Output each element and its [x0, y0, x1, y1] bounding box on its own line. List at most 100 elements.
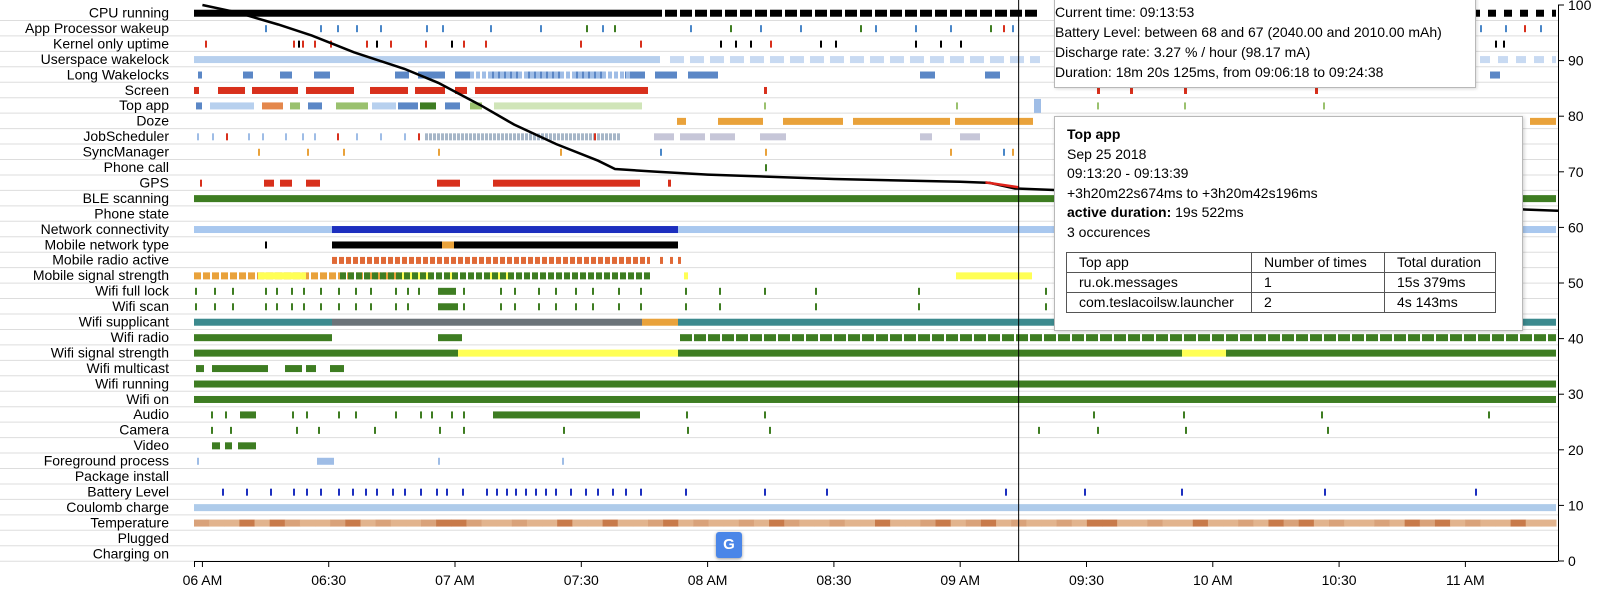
timeline-bar [380, 133, 382, 141]
timeline-bar [262, 102, 283, 110]
top-app-table: Top app Number of times Total duration r… [1066, 252, 1496, 313]
timeline-bar [1010, 56, 1024, 64]
timeline-bar [439, 426, 441, 434]
summary-tooltip: Current time: 09:13:53 Battery Level: be… [1054, 0, 1476, 88]
timeline-bar [195, 287, 197, 295]
timeline-bar [511, 519, 528, 527]
timeline-bar [1072, 334, 1084, 342]
timeline-bar [476, 71, 480, 79]
timeline-bar [280, 179, 292, 187]
timeline-bar [1016, 334, 1028, 342]
timeline-bar [1296, 334, 1308, 342]
timeline-bar [1478, 334, 1490, 342]
timeline-bar [720, 40, 722, 48]
timeline-bar [489, 133, 492, 141]
timeline-bar [1323, 102, 1325, 110]
timeline-bar [890, 519, 906, 527]
timeline-bar [640, 256, 645, 264]
timeline-bar [620, 272, 626, 280]
timeline-bar [1147, 519, 1164, 527]
timeline-bar [722, 334, 734, 342]
timeline-bar [336, 102, 368, 110]
timeline-bar [1002, 334, 1014, 342]
timeline-bar [416, 256, 421, 264]
timeline-bar [306, 179, 320, 187]
timeline-bar [270, 488, 272, 496]
table-cell: 2 [1251, 292, 1385, 313]
timeline-bar [538, 303, 540, 311]
timeline-bar [472, 256, 477, 264]
timeline-bar [317, 457, 334, 465]
tooltip-offset-range: +3h20m22s674ms to +3h20m42s196ms [1067, 184, 1318, 201]
timeline-bar [764, 488, 766, 496]
timeline-bar [612, 272, 618, 280]
timeline-bar [332, 318, 642, 326]
timeline-bar [644, 272, 650, 280]
timeline-bar [1324, 488, 1326, 496]
timeline-bar [1071, 519, 1088, 527]
timeline-bar [1450, 334, 1462, 342]
timeline-bar [436, 519, 452, 527]
timeline-bar [684, 272, 688, 280]
timeline-bar [404, 133, 406, 141]
timeline-bar [194, 195, 1556, 203]
timeline-bar [1117, 519, 1133, 527]
timeline-bar [330, 365, 344, 373]
timeline-bar [340, 272, 346, 280]
timeline-bar [680, 133, 705, 141]
timeline-bar [719, 287, 721, 295]
timeline-bar [572, 71, 576, 79]
timeline-bar [486, 256, 491, 264]
timeline-bar [224, 519, 240, 527]
timeline-bar [1436, 334, 1448, 342]
timeline-bar [311, 272, 318, 280]
timeline-bar [764, 334, 776, 342]
timeline-bar [918, 334, 930, 342]
timeline-bar [239, 519, 256, 527]
timeline-bar [395, 411, 397, 419]
timeline-bar [1329, 519, 1345, 527]
timeline-bar [1404, 519, 1421, 527]
timeline-bar [562, 457, 564, 465]
timeline-bar [477, 133, 480, 141]
timeline-bar [1324, 334, 1336, 342]
row-label: Mobile network type [44, 236, 169, 252]
timeline-bar [418, 133, 420, 141]
row-label: JobScheduler [83, 128, 169, 144]
row-label: Video [133, 437, 169, 453]
timeline-bar [950, 148, 952, 156]
timeline-bar [280, 71, 292, 79]
timeline-bar [372, 272, 378, 280]
timeline-bar [505, 133, 508, 141]
timeline-bar [390, 519, 407, 527]
timeline-bar [500, 256, 505, 264]
timeline-bar [686, 411, 688, 419]
timeline-bar [668, 179, 671, 187]
timeline-bar [573, 133, 576, 141]
timeline-bar [496, 519, 513, 527]
timeline-bar [617, 133, 620, 141]
timeline-bar [218, 86, 245, 94]
timeline-bar [488, 71, 492, 79]
timeline-bar [463, 426, 465, 434]
timeline-bar [306, 86, 354, 94]
active-duration-value: 19s 522ms [1175, 204, 1244, 220]
highlighted-interval [985, 181, 1020, 189]
timeline-bar [1298, 519, 1315, 527]
timeline-bar [366, 40, 368, 48]
timeline-bar [482, 71, 486, 79]
timeline-bar [314, 71, 330, 79]
timeline-bar [580, 40, 582, 48]
table-header-row: Top app Number of times Total duration [1066, 252, 1496, 273]
timeline-bar [1086, 334, 1098, 342]
timeline-bar [601, 133, 604, 141]
timeline-bar [442, 25, 444, 33]
timeline-bar [194, 226, 332, 234]
timeline-bar [1184, 86, 1187, 94]
translate-icon[interactable]: G [716, 532, 742, 558]
timeline-bar [960, 334, 972, 342]
timeline-bar [602, 25, 604, 33]
timeline-bar [515, 488, 517, 496]
timeline-bar [1495, 519, 1512, 527]
timeline-bar [481, 133, 484, 141]
